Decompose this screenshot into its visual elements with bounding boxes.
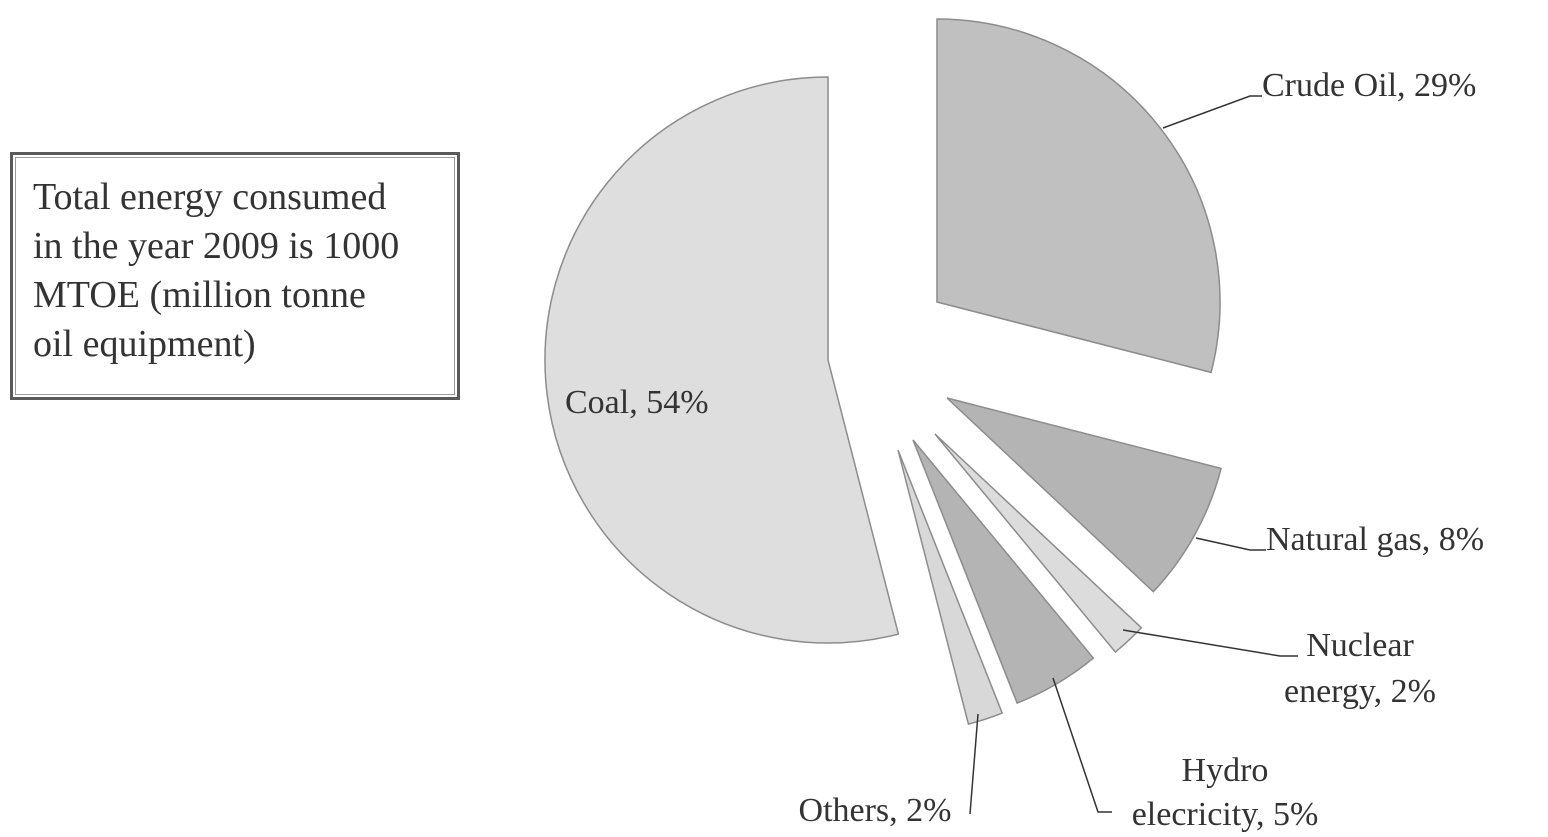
pie-slice-nuclear-energy (934, 433, 1143, 654)
pie-slices (544, 18, 1223, 726)
leader-line-hydro-elecricity (1052, 677, 1112, 813)
leader-line-others (969, 713, 979, 815)
total-energy-note: Total energy consumed in the year 2009 i… (10, 152, 460, 400)
slice-label-coal: Coal, 54% (565, 384, 709, 421)
slice-label-others: Others, 2% (799, 792, 952, 829)
pie-slice-natural-gas (946, 397, 1223, 593)
pie-slice-coal (544, 76, 900, 644)
leader-line-nuclear-energy (1122, 629, 1298, 657)
slice-label-hydro-elecricity: elecricity, 5% (1132, 796, 1319, 833)
pie-slice-hydro-elecricity (912, 439, 1095, 705)
slice-label-crude-oil: Crude Oil, 29% (1262, 67, 1476, 104)
slice-label-nuclear-energy: Nuclear (1306, 627, 1414, 664)
leader-line-crude-oil (1162, 95, 1262, 129)
pie-slice-crude-oil (936, 18, 1221, 374)
slice-label-hydro-elecricity: Hydro (1182, 752, 1269, 789)
slice-labels: Crude Oil, 29% Natural gas, 8% Nuclear ener… (565, 67, 1484, 833)
slice-label-natural-gas: Natural gas, 8% (1266, 521, 1484, 558)
pie-slice-others (897, 449, 1004, 726)
leader-lines (969, 95, 1298, 815)
leader-line-natural-gas (1195, 537, 1266, 551)
slice-label-nuclear-energy: energy, 2% (1284, 673, 1436, 710)
